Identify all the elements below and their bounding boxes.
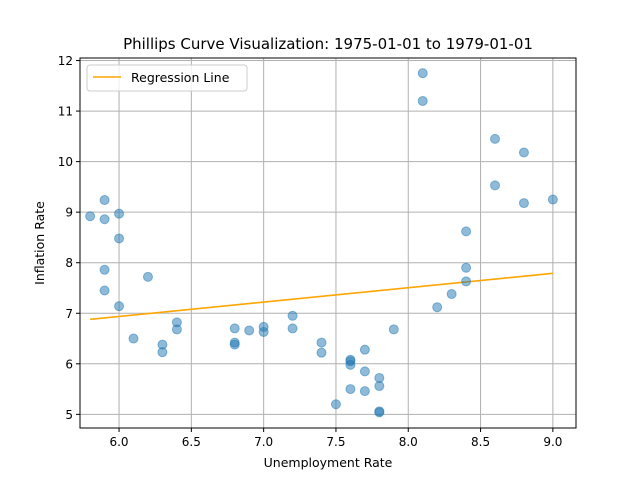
scatter-point <box>490 133 501 144</box>
scatter-point <box>114 233 125 244</box>
scatter-point <box>229 323 240 334</box>
y-tick-label: 5 <box>65 408 73 422</box>
scatter-point <box>244 325 255 336</box>
scatter-point <box>461 226 472 237</box>
scatter-point <box>446 289 457 300</box>
scatter-point <box>316 337 327 348</box>
scatter-point <box>258 326 269 337</box>
scatter-point <box>114 301 125 312</box>
x-tick-label: 7.5 <box>326 435 345 449</box>
x-tick-label: 8.5 <box>471 435 490 449</box>
y-axis-ticks: 5 6 7 8 9 10 11 12 <box>58 54 80 422</box>
regression-layer <box>90 272 553 321</box>
scatter-point <box>287 310 298 321</box>
x-tick-label: 7.0 <box>254 435 273 449</box>
scatter-point <box>345 359 356 370</box>
x-tick-label: 9.0 <box>543 435 562 449</box>
y-tick-label: 10 <box>58 155 73 169</box>
scatter-point <box>316 347 327 358</box>
scatter-point <box>142 271 153 282</box>
chart-title: Phillips Curve Visualization: 1975-01-01… <box>123 35 533 53</box>
scatter-point <box>359 366 370 377</box>
scatter-point <box>85 211 96 222</box>
scatter-point <box>99 195 110 206</box>
scatter-point <box>114 208 125 219</box>
scatter-point <box>374 381 385 392</box>
scatter-point <box>128 333 139 344</box>
scatter-point <box>518 198 529 209</box>
y-tick-label: 8 <box>65 256 73 270</box>
scatter-point <box>99 214 110 225</box>
y-axis-label: Inflation Rate <box>32 201 47 285</box>
scatter-point <box>388 324 399 335</box>
scatter-point <box>518 147 529 158</box>
y-tick-label: 9 <box>65 206 73 220</box>
scatter-point <box>359 344 370 355</box>
legend-box <box>86 64 248 92</box>
scatter-point <box>432 302 443 313</box>
x-tick-label: 6.0 <box>109 435 128 449</box>
scatter-point <box>287 323 298 334</box>
legend: Regression Line <box>86 64 248 92</box>
scatter-point <box>359 386 370 397</box>
x-axis-label: Unemployment Rate <box>264 455 393 470</box>
grid <box>80 58 576 428</box>
scatter-point <box>417 68 428 79</box>
regression-line <box>90 272 553 321</box>
scatter-points <box>85 68 558 418</box>
scatter-point <box>345 384 356 395</box>
scatter-point <box>417 95 428 106</box>
y-tick-label: 7 <box>65 307 73 321</box>
x-axis-ticks: 6.0 6.5 7.0 7.5 8.0 8.5 9.0 <box>109 428 562 449</box>
y-tick-label: 11 <box>58 105 73 119</box>
scatter-point <box>374 407 385 418</box>
legend-label-regression: Regression Line <box>131 70 230 85</box>
scatter-point <box>99 264 110 275</box>
x-tick-label: 6.5 <box>182 435 201 449</box>
plot-frame <box>79 57 577 429</box>
scatter-point <box>490 180 501 191</box>
scatter-point <box>461 262 472 273</box>
scatter-point <box>330 399 341 410</box>
y-tick-label: 12 <box>58 54 73 68</box>
x-tick-label: 8.0 <box>399 435 418 449</box>
y-tick-label: 6 <box>65 357 73 371</box>
scatter-point <box>461 276 472 287</box>
scatter-point <box>547 194 558 205</box>
scatter-point <box>171 324 182 335</box>
scatter-point <box>99 285 110 296</box>
scatter-point <box>229 339 240 350</box>
scatter-point <box>157 347 168 358</box>
